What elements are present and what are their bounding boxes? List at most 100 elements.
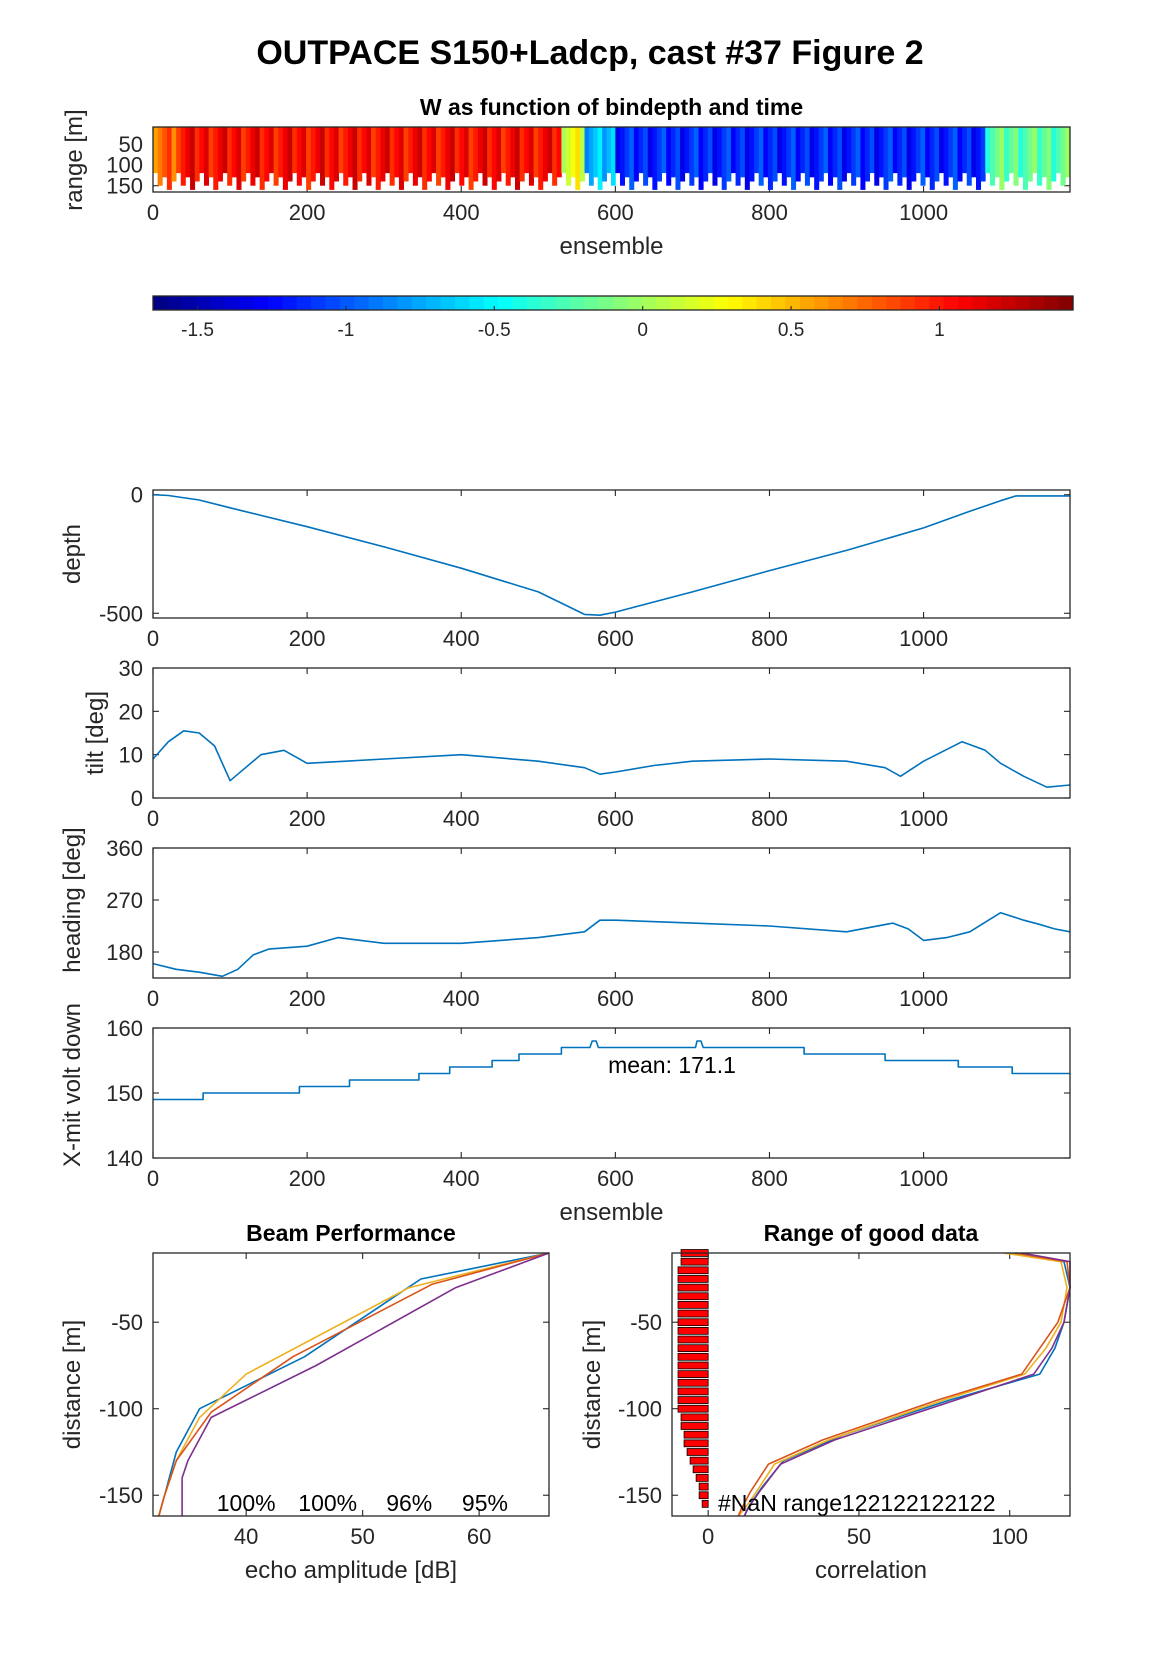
heatmap-cell: [800, 127, 806, 174]
heatmap-cell: [501, 127, 507, 174]
heatmap-cell: [227, 127, 233, 186]
x-tick-label: 800: [751, 626, 788, 651]
heatmap-cell: [828, 127, 834, 186]
heatmap-cell: [324, 127, 330, 178]
heatmap-cell: [684, 127, 690, 174]
x-tick-label: 200: [289, 986, 326, 1011]
heatmap-cell: [519, 127, 525, 182]
heatmap-cell: [749, 127, 755, 182]
heatmap-cell: [556, 127, 562, 178]
heatmap-cell: [375, 127, 381, 190]
colorbar-segment: [239, 296, 255, 310]
colorbar-segment: [512, 296, 528, 310]
y-axis-label: tilt [deg]: [82, 691, 109, 775]
heatmap-cell: [389, 127, 395, 186]
nan-range-bar: [680, 1257, 709, 1266]
heatmap-cell: [911, 127, 917, 182]
y-tick-label: 100: [106, 153, 143, 178]
heatmap-cell: [1065, 127, 1071, 178]
heatmap-cell: [552, 127, 558, 186]
x-tick-label: 0: [147, 1166, 159, 1191]
x-tick-label: 1000: [899, 806, 948, 831]
heatmap-cell: [744, 127, 750, 190]
colorbar-tick-label: -1.5: [181, 320, 214, 341]
heatmap-cell: [754, 127, 760, 174]
heatmap-cell: [707, 127, 713, 174]
colorbar-segment: [440, 296, 456, 310]
x-tick-label: 400: [443, 626, 480, 651]
heatmap-cell: [786, 127, 792, 178]
heatmap-cell: [860, 127, 866, 190]
heatmap-cell: [231, 127, 237, 178]
heatmap-cell: [1037, 127, 1043, 186]
heatmap-cell: [185, 127, 191, 178]
colorbar-segment: [699, 296, 715, 310]
heatmap-cell: [675, 127, 681, 190]
heatmap-cell: [398, 127, 404, 190]
colorbar-segment: [742, 296, 758, 310]
y-tick-label: -50: [111, 1310, 143, 1335]
heatmap-cell: [357, 127, 363, 182]
x-tick-label: 600: [597, 986, 634, 1011]
colorbar-segment: [541, 296, 557, 310]
x-axis-label: correlation: [815, 1557, 927, 1584]
heatmap-cell: [292, 127, 298, 174]
heatmap-cell: [1041, 127, 1047, 178]
heatmap-cell: [670, 127, 676, 178]
beam-performance-panel: 40 50 60 -50 -100 -150 Beam Performance echo am…: [59, 1220, 550, 1584]
colorbar-segment: [613, 296, 628, 310]
colorbar-segment: [900, 296, 916, 310]
heatmap-cell: [962, 127, 968, 174]
nan-range-annotation: #NaN range122122122122: [718, 1490, 996, 1516]
heatmap-cell: [236, 127, 242, 190]
heatmap-cell: [874, 127, 880, 186]
colorbar-tick-label: 0: [637, 320, 648, 341]
colorbar-segment: [153, 296, 168, 310]
tilt-series-line: [152, 729, 1071, 789]
y-tick-label: 270: [106, 888, 143, 913]
heatmap-cell: [1032, 127, 1038, 174]
heatmap-cell: [1027, 127, 1033, 182]
x-tick-label: 800: [751, 200, 788, 225]
panel-title: Range of good data: [764, 1220, 979, 1246]
heatmap-cell: [491, 127, 497, 190]
colorbar-segment: [641, 296, 657, 310]
heatmap-cell: [971, 127, 977, 178]
heatmap-cell: [1008, 127, 1014, 174]
colorbar-segment: [253, 296, 269, 310]
x-tick-label: 200: [289, 806, 326, 831]
heatmap-cell: [804, 127, 810, 186]
heatmap-cell: [343, 127, 349, 186]
heatmap-cell: [338, 127, 344, 174]
nan-range-bar: [677, 1361, 709, 1370]
colorbar-tick-label: 1: [934, 320, 945, 341]
heatmap-cell: [661, 127, 667, 174]
heatmap-cell: [542, 127, 548, 182]
y-tick-label: 150: [106, 174, 143, 199]
heatmap-cell: [1051, 127, 1057, 182]
colorbar-segment: [785, 296, 801, 310]
nan-range-bar: [677, 1335, 709, 1344]
colorbar-segment: [958, 296, 973, 310]
heatmap-cell: [920, 127, 926, 186]
heatmap-cell: [320, 127, 326, 186]
colorbar-segment: [886, 296, 902, 310]
heatmap-cell: [347, 127, 353, 178]
colorbar-segment: [871, 296, 887, 310]
heatmap-cell: [593, 127, 599, 178]
heatmap-cell: [878, 127, 884, 178]
heatmap-cell: [795, 127, 801, 182]
heatmap-cell: [777, 127, 783, 174]
heatmap-cell: [403, 127, 409, 182]
colorbar-segment: [584, 296, 600, 310]
axes-frame: [152, 1252, 550, 1517]
colorbar-segment: [411, 296, 427, 310]
heatmap-cell: [730, 127, 736, 174]
heatmap-cell: [510, 127, 516, 178]
beam-percent-label: 100%: [298, 1490, 357, 1516]
heatmap-cell: [496, 127, 502, 182]
heatmap-cell: [445, 127, 451, 190]
colorbar-segment: [670, 296, 686, 310]
heatmap-cell: [203, 127, 210, 186]
heatmap-cell: [703, 127, 709, 182]
